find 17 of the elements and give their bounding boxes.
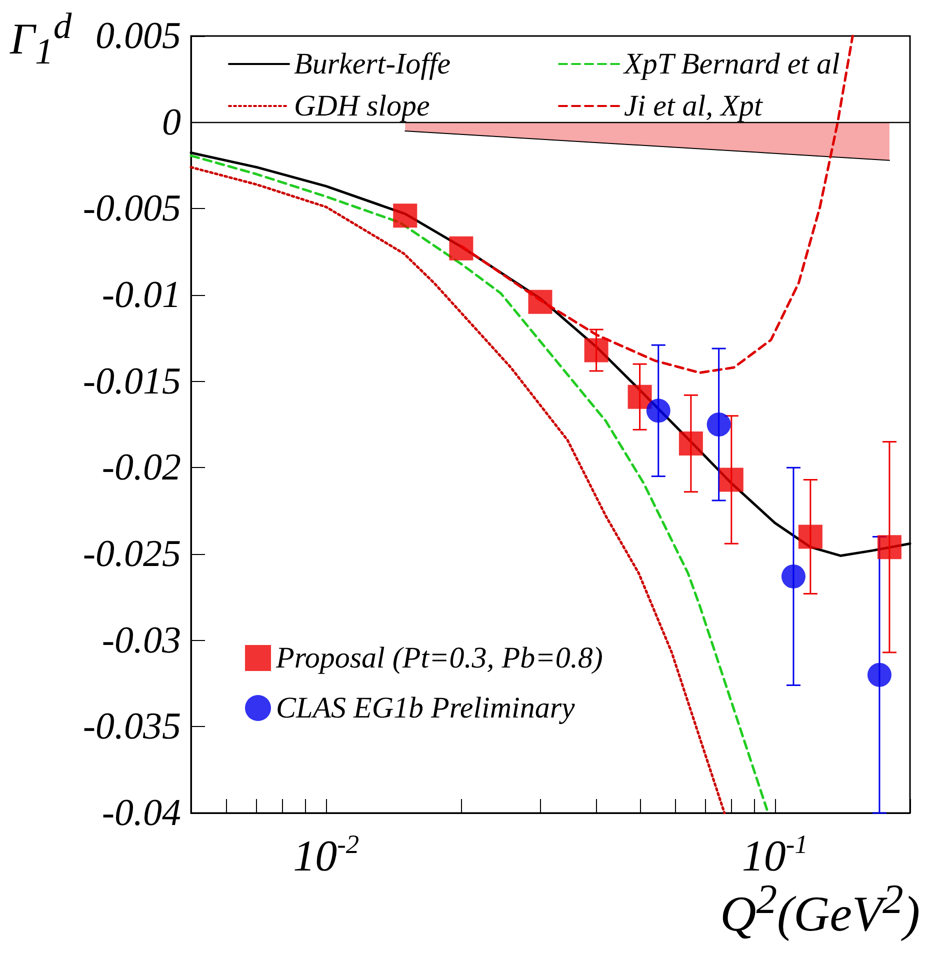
x-axis-title: Q$^{2}$(GeV$^{2}$) [720,877,920,942]
legend-label: XpT Bernard et al [623,48,840,80]
y-tick-label: 0.005 [96,15,181,57]
y-tick-label: -0.04 [102,792,181,834]
legend-label: Burkert-Ioffe [294,48,451,80]
y-tick-label: 0 [162,101,181,144]
y-tick-label: -0.02 [102,446,181,489]
y-tick-label: -0.005 [82,188,181,230]
legend-label: CLAS EG1b Preliminary [276,692,576,724]
y-tick-label: -0.03 [102,619,181,662]
y-tick-label: -0.015 [82,360,181,402]
y-tick-label: -0.035 [82,706,181,748]
y-tick-label: -0.025 [82,533,181,575]
y-tick-label: -0.01 [102,274,181,316]
legend-label: GDH slope [294,90,430,122]
legend-label: Proposal (Pt=0.3, Pb=0.8) [275,642,603,674]
legend-label: Ji et al, Xpt [624,90,763,122]
